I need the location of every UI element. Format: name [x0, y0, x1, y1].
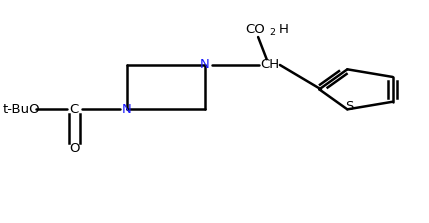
Text: N: N [122, 103, 132, 116]
Text: 2: 2 [270, 28, 276, 37]
Text: CO: CO [245, 23, 265, 36]
Text: N: N [200, 58, 210, 71]
Text: S: S [345, 99, 353, 113]
Text: O: O [69, 142, 79, 155]
Text: t-BuO: t-BuO [3, 103, 40, 116]
Text: H: H [279, 23, 289, 36]
Text: C: C [69, 103, 79, 116]
Text: CH: CH [260, 58, 280, 71]
